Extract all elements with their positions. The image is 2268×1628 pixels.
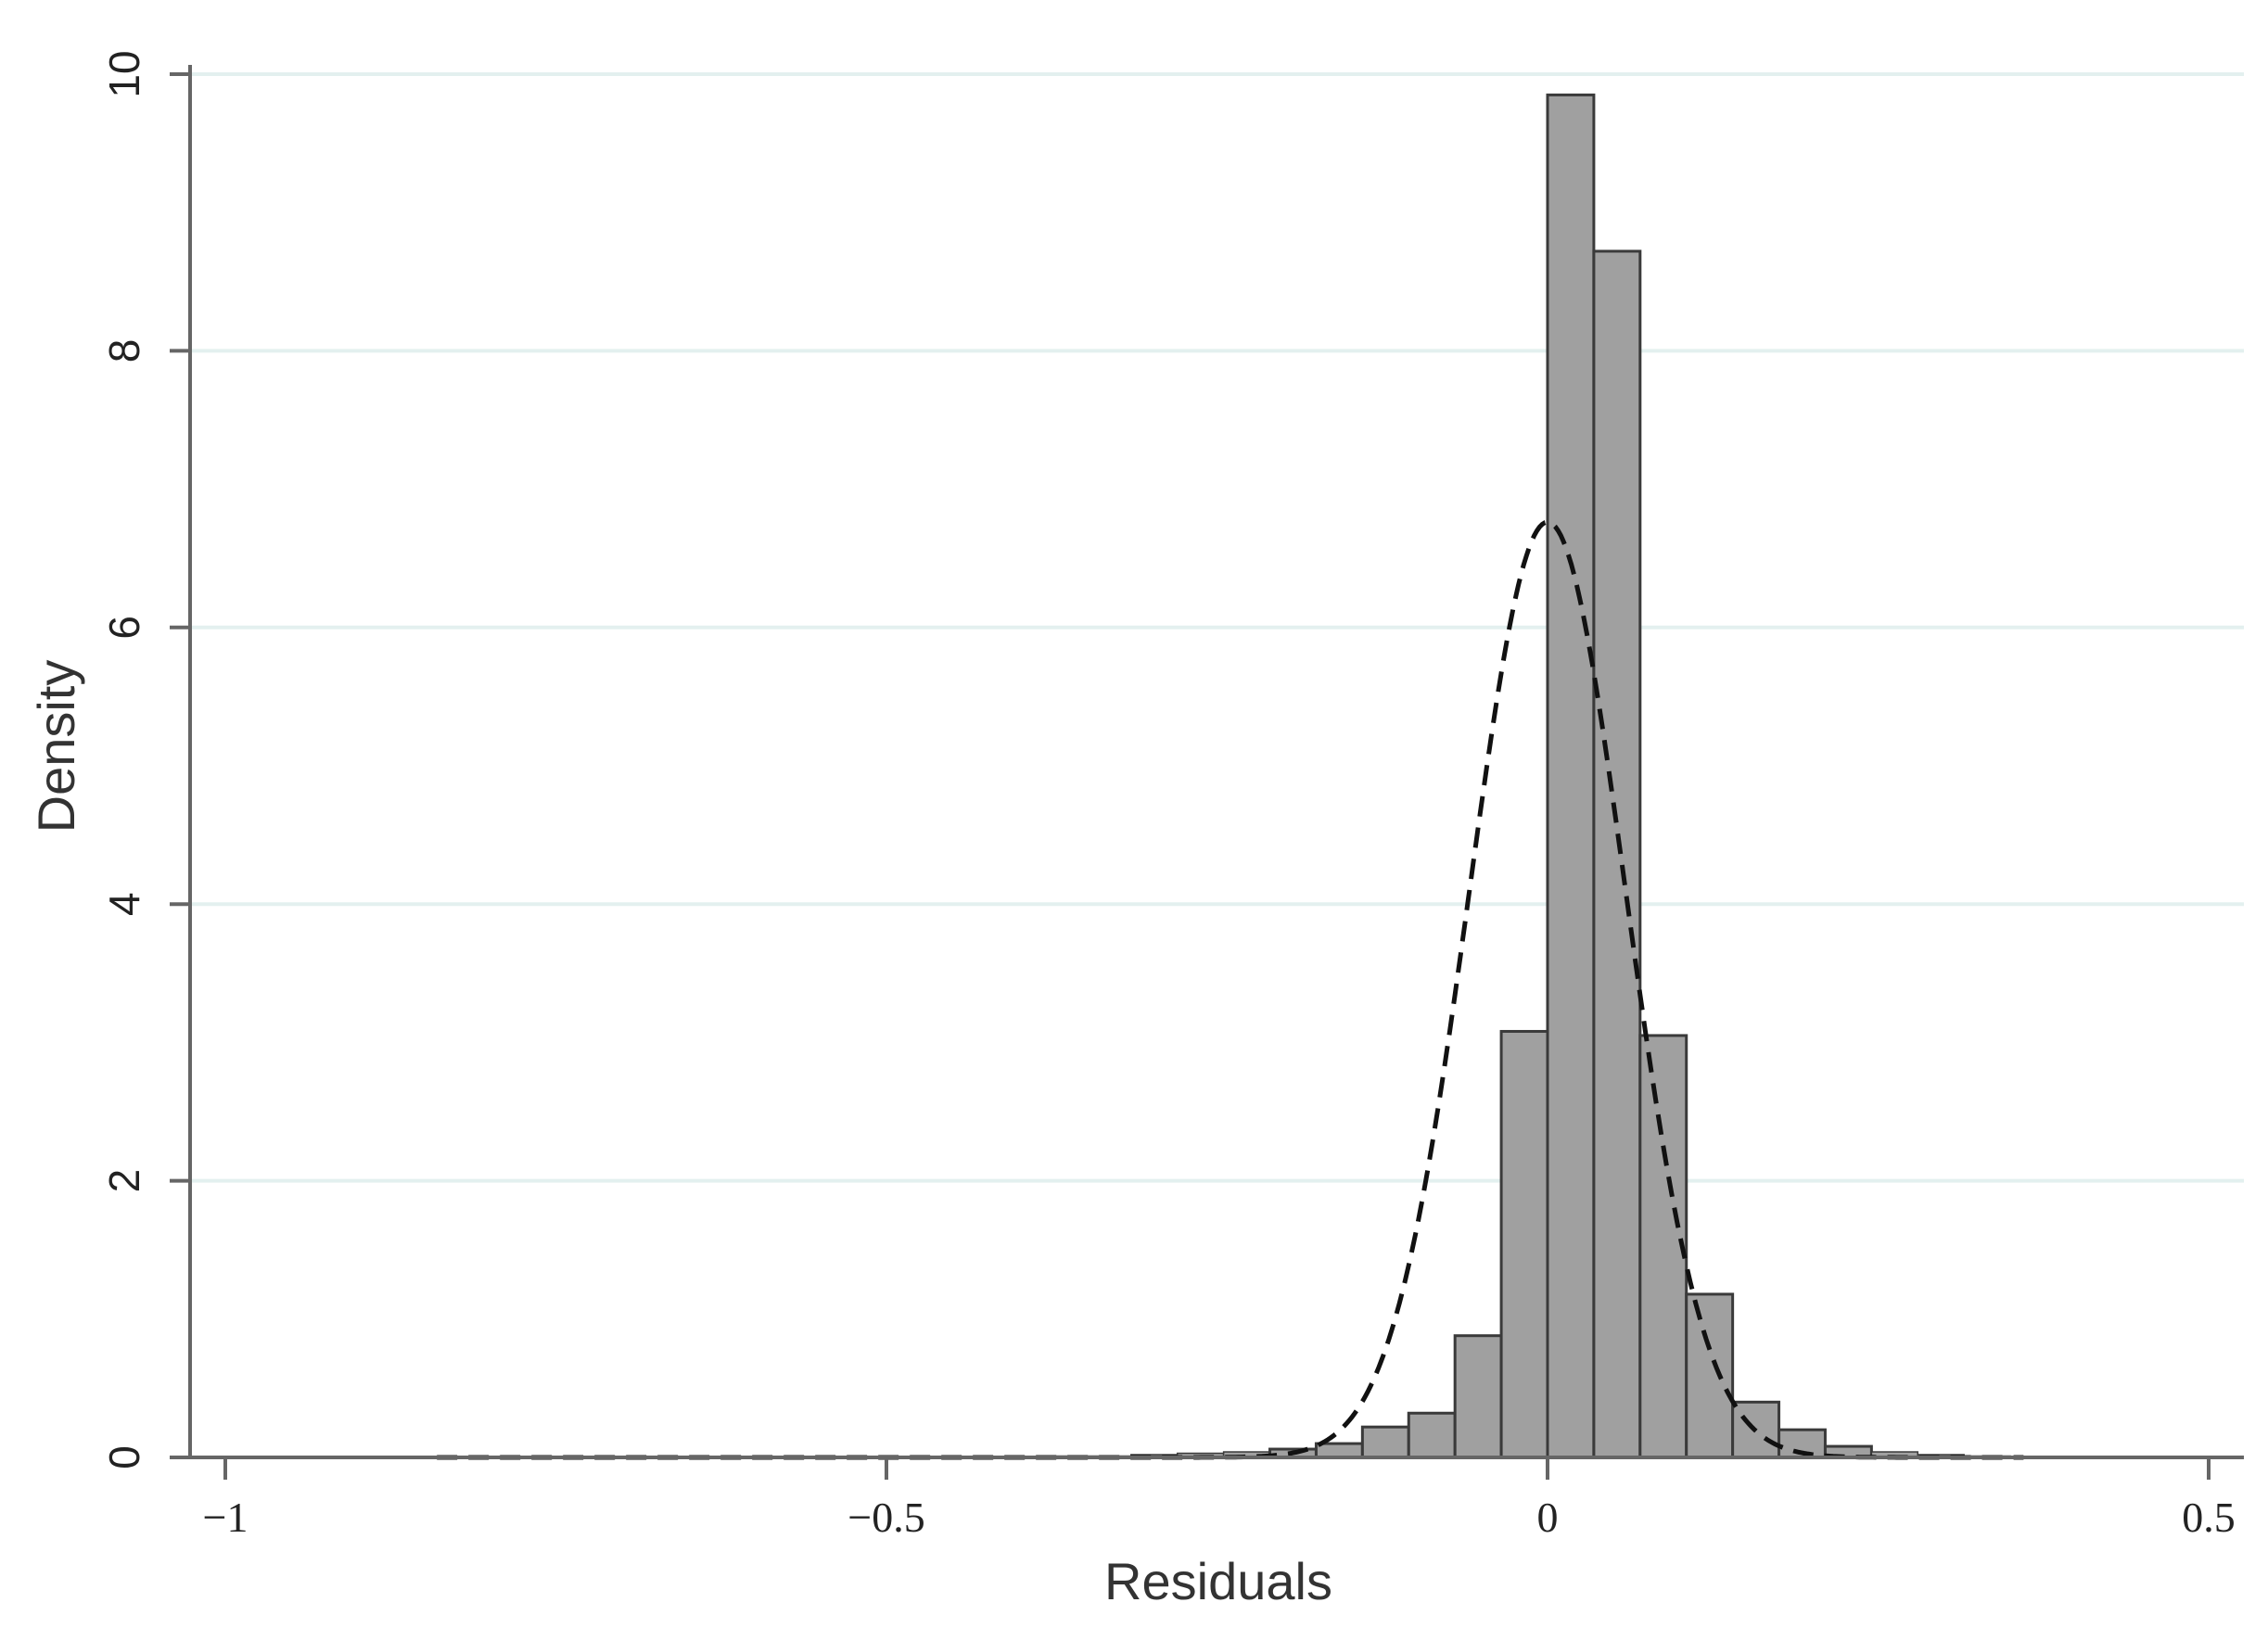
- y-axis-title: Density: [27, 660, 85, 833]
- histogram-bars: [436, 93, 2058, 1459]
- histogram-bar-25: [1592, 249, 1642, 1459]
- gridlines: [190, 72, 2244, 1183]
- x-tick-label-0: −1: [203, 1494, 248, 1541]
- y-tick-label-3: 6: [100, 616, 148, 640]
- x-tick-label-2: 0: [1537, 1494, 1559, 1541]
- x-axis-title: Residuals: [1104, 1552, 1332, 1610]
- histogram-bar-27: [1685, 1292, 1735, 1459]
- histogram-bar-20: [1360, 1425, 1410, 1459]
- y-tick-label-5: 10: [100, 50, 148, 97]
- y-tick-label-2: 4: [100, 892, 148, 916]
- y-tick-label-1: 2: [100, 1169, 148, 1193]
- histogram-bar-24: [1546, 93, 1596, 1459]
- histogram-bar-23: [1499, 1029, 1549, 1459]
- tick-marks: [170, 72, 2211, 1480]
- x-tick-label-1: −0.5: [847, 1494, 924, 1541]
- histogram-bar-26: [1638, 1034, 1688, 1459]
- histogram-bar-21: [1407, 1411, 1457, 1459]
- tick-labels: 0 2 4 6 8 10 −1 −0.5 0 0.5: [100, 50, 2236, 1541]
- histogram-bar-22: [1453, 1334, 1503, 1459]
- x-tick-label-3: 0.5: [2182, 1494, 2236, 1541]
- y-tick-label-0: 0: [100, 1445, 148, 1469]
- histogram-bar-19: [1314, 1442, 1364, 1459]
- axes: [188, 65, 2244, 1459]
- y-tick-label-4: 8: [100, 339, 148, 363]
